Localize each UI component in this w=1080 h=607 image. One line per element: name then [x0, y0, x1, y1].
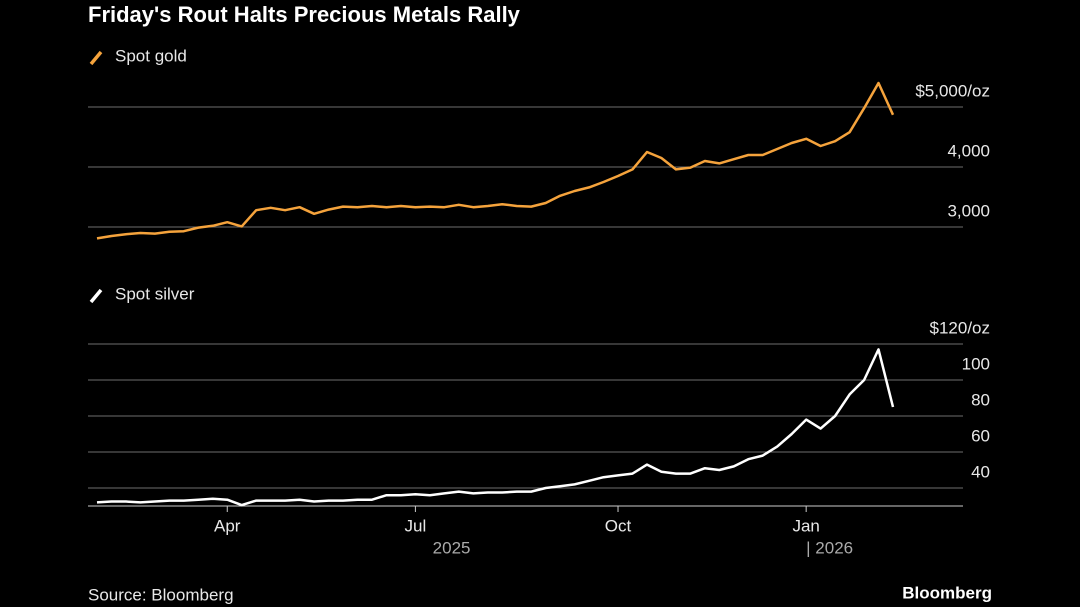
year-label: 2025 — [433, 538, 471, 557]
x-tick-label: Jan — [792, 516, 819, 535]
y-tick-label: 3,000 — [947, 201, 990, 220]
legend-label: Spot silver — [115, 284, 195, 303]
source: Source: Bloomberg — [88, 585, 234, 604]
y-tick-label: 4,000 — [947, 141, 990, 160]
series-line — [96, 81, 895, 240]
x-tick-label: Oct — [605, 516, 632, 535]
legend-label: Spot gold — [115, 46, 187, 65]
y-tick-label: 80 — [971, 390, 990, 409]
legend-swatch — [89, 288, 103, 304]
year-label: | 2026 — [806, 538, 853, 557]
brand: Bloomberg — [902, 583, 992, 602]
x-tick-label: Jul — [405, 516, 427, 535]
series-line — [96, 348, 895, 507]
y-tick-label: $120/oz — [930, 318, 991, 337]
chart-title: Friday's Rout Halts Precious Metals Rall… — [88, 2, 521, 27]
y-tick-label: 60 — [971, 426, 990, 445]
y-tick-label: 40 — [971, 462, 990, 481]
x-tick-label: Apr — [214, 516, 241, 535]
y-tick-label: $5,000/oz — [915, 81, 990, 100]
legend-swatch — [89, 50, 103, 66]
y-tick-label: 100 — [962, 354, 990, 373]
